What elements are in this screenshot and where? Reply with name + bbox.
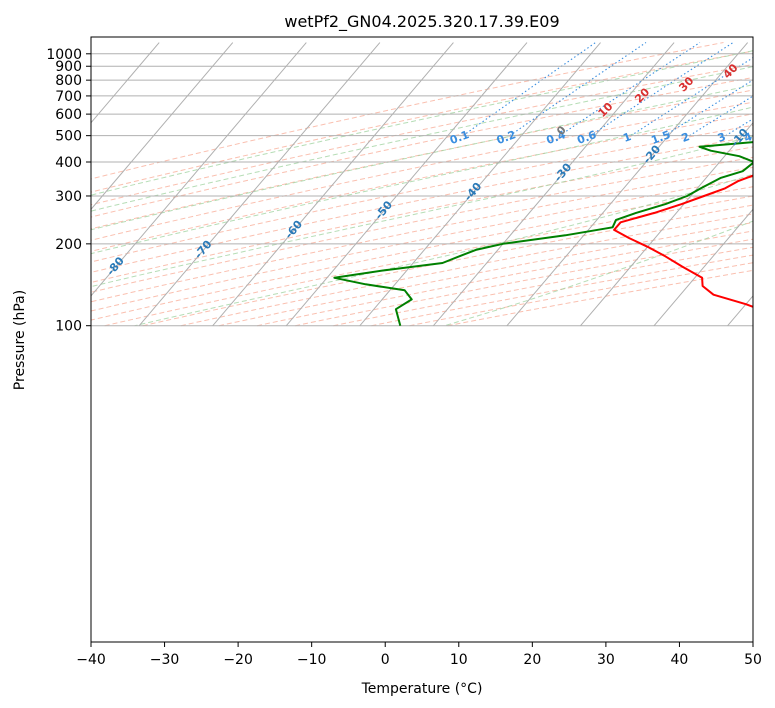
dry-adiabat-line bbox=[91, 186, 753, 321]
isotherm-line bbox=[506, 42, 749, 327]
y-axis-label: Pressure (hPa) bbox=[12, 290, 28, 390]
x-tick-label: −20 bbox=[223, 652, 253, 668]
x-tick-label: 40 bbox=[671, 652, 689, 668]
x-tick-label: 20 bbox=[523, 652, 541, 668]
y-tick-label: 900 bbox=[55, 59, 82, 75]
dewpoint-profile bbox=[333, 141, 753, 326]
temperature-profile bbox=[613, 174, 753, 308]
dry-adiabat-line bbox=[91, 176, 753, 312]
isotherm-line bbox=[580, 122, 753, 327]
plot-frame bbox=[90, 36, 754, 643]
y-tick-label: 300 bbox=[55, 189, 82, 205]
x-tick-label: 10 bbox=[450, 652, 468, 668]
y-tick-label: 700 bbox=[55, 89, 82, 105]
mixing-ratio-line bbox=[559, 42, 701, 137]
x-tick-label: −40 bbox=[76, 652, 106, 668]
dry-adiabat-line bbox=[91, 156, 753, 293]
mixing-ratio-label: 1.5 bbox=[649, 128, 672, 147]
y-tick-label: 600 bbox=[55, 107, 82, 123]
y-tick-label: 400 bbox=[55, 155, 82, 171]
isotherm-line bbox=[212, 42, 454, 327]
x-tick-label: −30 bbox=[150, 652, 180, 668]
mixing-ratio-label: 1 bbox=[621, 130, 633, 145]
dry-adiabat-line bbox=[91, 50, 753, 193]
dry-adiabat-line bbox=[91, 124, 753, 263]
dry-adiabat-line bbox=[91, 63, 753, 206]
mixing-ratio-label: 3 bbox=[716, 130, 728, 145]
dry-adiabat-line bbox=[91, 89, 753, 230]
mixing-ratio-line bbox=[689, 95, 753, 137]
isotherm-line bbox=[91, 42, 234, 211]
x-tick-label: −10 bbox=[297, 652, 327, 668]
dry-adiabat-line bbox=[91, 166, 753, 303]
mixing-ratio-label: 0.4 bbox=[545, 128, 568, 147]
y-tick-label: 100 bbox=[55, 319, 82, 335]
mixing-ratio-label: 2 bbox=[680, 130, 692, 145]
mixing-ratio-line bbox=[630, 57, 753, 137]
isotherm-line bbox=[359, 42, 601, 327]
isotherm-line bbox=[433, 42, 675, 327]
sounding-profiles bbox=[333, 141, 753, 326]
dry-adiabat-line bbox=[142, 204, 753, 327]
y-tick-label: 500 bbox=[55, 129, 82, 145]
x-tick-label: 30 bbox=[597, 652, 615, 668]
mixing-ratio-label: 0.6 bbox=[575, 128, 598, 147]
x-tick-label: 50 bbox=[744, 652, 762, 668]
dry-adiabat-line bbox=[333, 246, 753, 327]
y-tick-label: 800 bbox=[55, 73, 82, 89]
pressure-grid bbox=[91, 53, 753, 327]
dry-adiabat-line bbox=[409, 262, 753, 327]
dry-adiabat-line bbox=[91, 42, 724, 180]
x-tick-label: 0 bbox=[381, 652, 390, 668]
mixing-ratio-label: 4 bbox=[742, 130, 754, 145]
isotherm-line bbox=[91, 42, 160, 124]
mixing-ratio-line bbox=[462, 42, 596, 137]
mixing-ratio-line bbox=[590, 42, 734, 137]
dry-adiabat-line bbox=[218, 222, 753, 327]
dry-adiabat-line bbox=[295, 238, 753, 327]
isotherm-line bbox=[91, 42, 307, 297]
mixing-ratio-line bbox=[509, 42, 647, 137]
mixing-ratio-line bbox=[664, 79, 753, 137]
chart-title: wetPf2_GN04.2025.320.17.39.E09 bbox=[284, 12, 559, 32]
isotherm-line bbox=[285, 42, 528, 327]
x-axis-label: Temperature (°C) bbox=[361, 681, 483, 697]
y-tick-label: 200 bbox=[55, 237, 82, 253]
dry-adiabat-line bbox=[91, 113, 753, 252]
dry-adiabat-line bbox=[91, 101, 753, 241]
isotherm-line bbox=[653, 208, 753, 327]
mixing-ratio-label: 0.2 bbox=[495, 128, 518, 147]
isotherm-line bbox=[138, 42, 381, 327]
mixing-ratio-label: 0.1 bbox=[448, 128, 471, 147]
dry-adiabat-line bbox=[91, 77, 753, 218]
y-tick-label: 1000 bbox=[46, 47, 82, 63]
background-lines bbox=[91, 42, 753, 327]
